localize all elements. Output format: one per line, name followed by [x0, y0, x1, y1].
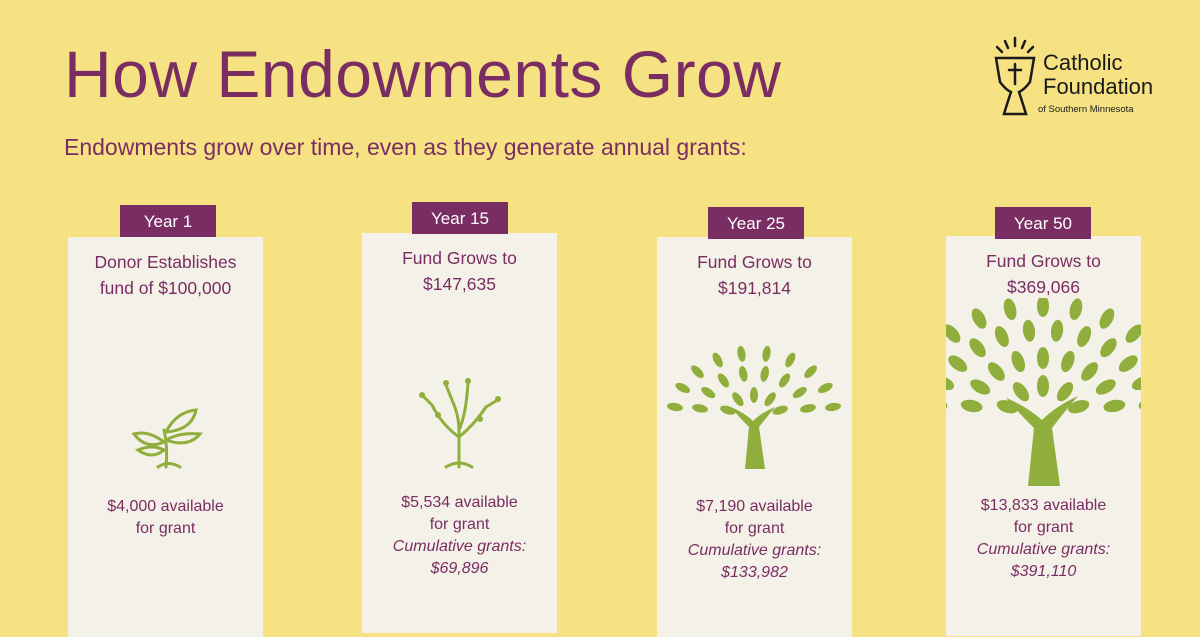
leaf [969, 338, 986, 358]
stage-card-year-25: Fund Grows to $191,814 $7,190 available fo… [657, 237, 852, 637]
stage-heading: $147,635 [423, 274, 496, 294]
leaf [762, 345, 771, 362]
page-title: How Endowments Grow [64, 37, 782, 111]
subtitle: Endowments grow over time, even as they … [64, 134, 747, 160]
leaf [675, 382, 691, 394]
leaf [800, 404, 816, 413]
leaf [1056, 382, 1074, 402]
stage-card-year-1: Donor Establishes fund of $100,000 $4,000… [68, 237, 263, 637]
leaf [1100, 338, 1117, 358]
leaf [1068, 400, 1090, 414]
leaf [1081, 362, 1099, 381]
grant-amount: $7,190 available [696, 498, 813, 515]
leaf [764, 392, 776, 407]
logo-line-2: Foundation [1043, 74, 1154, 99]
logo-line-1: Catholic [1043, 50, 1123, 75]
leaf [1037, 347, 1049, 369]
cumulative-label: Cumulative grants: [392, 538, 527, 555]
leaf [712, 352, 723, 368]
leaf [1069, 298, 1083, 320]
stage-heading: $191,814 [718, 278, 791, 298]
leaf [970, 379, 991, 395]
logo-line-3: of Southern Minnesota [1038, 104, 1134, 115]
large-tree-icon [946, 298, 1141, 486]
year-tab: Year 25 [708, 207, 804, 239]
leaf [720, 405, 736, 415]
leaf [996, 400, 1018, 414]
stage-heading: Fund Grows to [697, 252, 812, 272]
stage-heading: Donor Establishes [94, 252, 237, 272]
leaf [667, 402, 683, 412]
leaf [785, 352, 796, 368]
leaf [691, 365, 704, 379]
leaf [1131, 376, 1141, 391]
cumulative-value: $69,896 [430, 560, 489, 577]
leaf [1061, 350, 1075, 373]
grant-label: for grant [1013, 519, 1074, 536]
leaf [779, 373, 791, 388]
leaf [760, 365, 769, 382]
leaf [750, 387, 758, 403]
year-tab: Year 1 [120, 205, 216, 237]
leaf [717, 373, 729, 388]
leaf [737, 345, 746, 362]
leaf [946, 324, 961, 343]
leaf [1125, 324, 1141, 343]
grant-amount: $4,000 available [107, 498, 224, 515]
leaf [1138, 398, 1141, 411]
grant-amount: $5,534 available [401, 494, 518, 511]
leaf [971, 308, 987, 329]
leaf [825, 402, 841, 412]
tree-icon [667, 345, 841, 469]
stage-card-year-50: Fund Grows to $369,066 $13,833 available f… [946, 236, 1141, 636]
cumulative-value: $133,982 [721, 564, 788, 581]
grant-label: for grant [135, 520, 196, 537]
leaf [1118, 355, 1138, 372]
stage-card-year-15: Fund Grows to $147,635 $5,534 available fo… [362, 233, 557, 633]
leaf [987, 362, 1005, 381]
stage-heading: $369,066 [1007, 277, 1080, 297]
leaf [772, 405, 788, 415]
year-tab: Year 50 [995, 207, 1091, 239]
leaf [946, 398, 948, 411]
grant-label: for grant [429, 516, 490, 533]
leaf [1003, 298, 1017, 320]
leaf [792, 387, 807, 399]
leaf [1103, 399, 1126, 413]
leaf [804, 365, 817, 379]
grant-label: for grant [724, 520, 785, 537]
leaf [1077, 326, 1092, 347]
grant-amount: $13,833 available [980, 497, 1107, 514]
leaf [732, 392, 744, 407]
logo: Catholic Foundation of Southern Minnesot… [990, 36, 1160, 120]
leaf [1011, 350, 1025, 373]
cumulative-label: Cumulative grants: [976, 541, 1111, 558]
leaf [692, 404, 708, 413]
year-tab: Year 15 [412, 202, 508, 234]
seedling-icon [131, 408, 204, 469]
leaf [1022, 319, 1036, 342]
leaf [1012, 382, 1030, 402]
leaf [960, 399, 983, 413]
chalice-icon [994, 36, 1036, 116]
leaf [701, 387, 716, 399]
leaf [946, 376, 955, 391]
stage-heading: Fund Grows to [402, 248, 517, 268]
leaf [1037, 298, 1049, 317]
leaf [1050, 319, 1064, 342]
cumulative-value: $391,110 [1010, 563, 1077, 580]
leaf [994, 326, 1009, 347]
sapling-icon [419, 378, 501, 469]
leaf [1099, 308, 1115, 329]
leaf [739, 365, 748, 382]
stage-heading: fund of $100,000 [99, 278, 232, 298]
cumulative-label: Cumulative grants: [687, 542, 822, 559]
leaf [1095, 379, 1116, 395]
leaf [1037, 375, 1049, 397]
leaf [817, 382, 833, 394]
stage-heading: Fund Grows to [986, 251, 1101, 271]
leaf [948, 355, 968, 372]
